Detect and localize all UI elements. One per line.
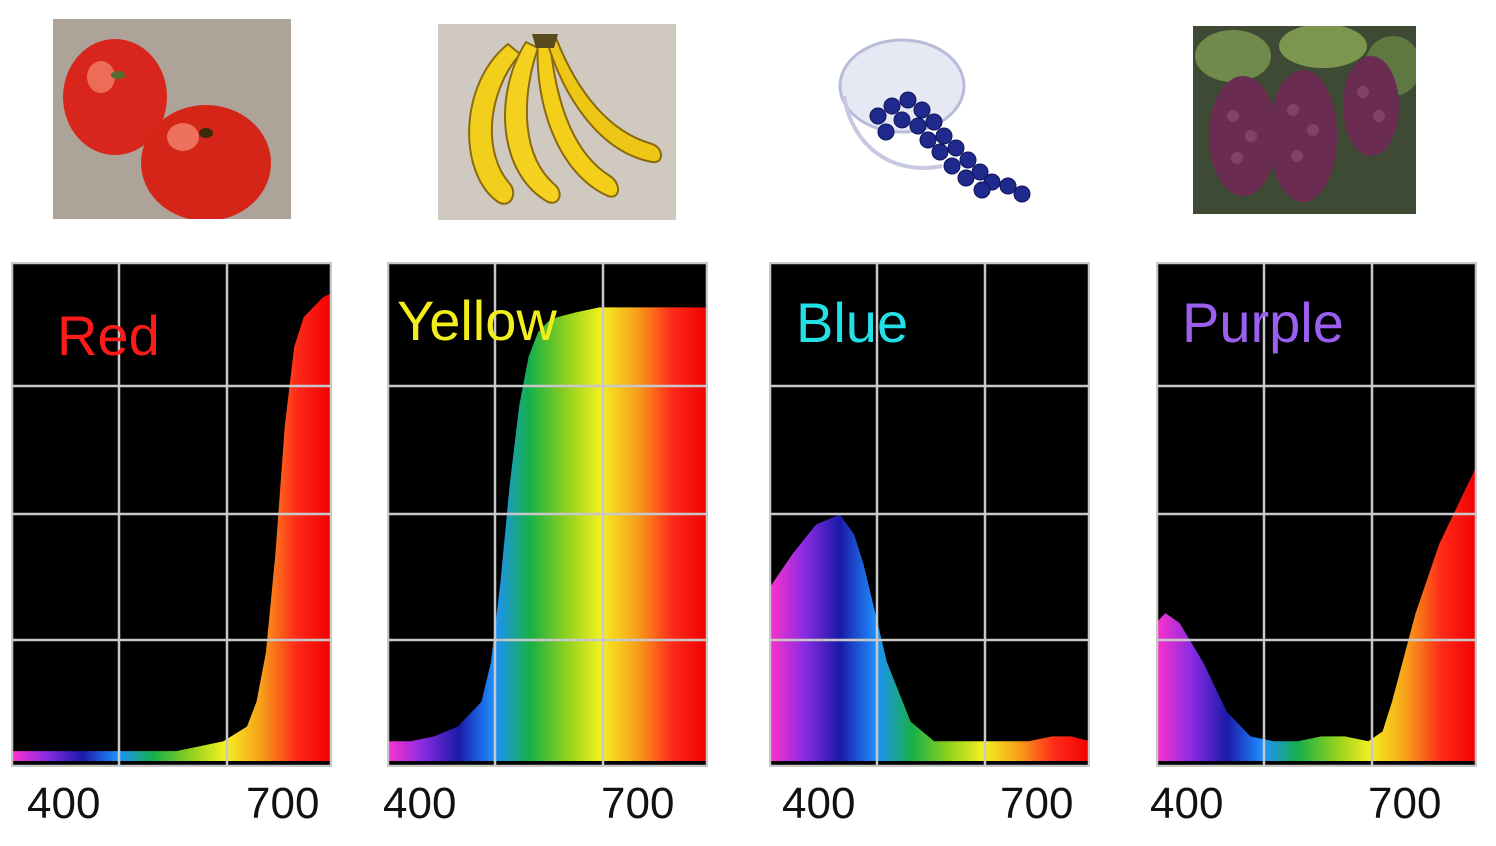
reflectance-area bbox=[769, 514, 1090, 761]
plot-frame bbox=[769, 262, 1090, 767]
grape-photo-drawing bbox=[1193, 26, 1416, 214]
reflectance-area bbox=[1156, 465, 1477, 761]
x-tick-label: 700 bbox=[1000, 779, 1074, 828]
blueberry-bowl-photo bbox=[822, 26, 1044, 220]
reflectance-area bbox=[387, 307, 708, 761]
spectrum-chart-yellow bbox=[387, 262, 708, 767]
x-tick-label: 400 bbox=[27, 779, 101, 828]
spectrum-chart-blue bbox=[769, 262, 1090, 767]
chart-title-red: Red bbox=[57, 304, 160, 367]
x-tick-label: 700 bbox=[246, 779, 320, 828]
spectrum-plot-blue bbox=[769, 262, 1090, 767]
banana-photo bbox=[438, 24, 676, 220]
reflectance-area bbox=[11, 292, 332, 761]
banana-photo-drawing bbox=[438, 24, 676, 220]
tomato-photo-drawing bbox=[53, 19, 291, 219]
spectrum-chart-red bbox=[11, 262, 332, 767]
grape-photo bbox=[1193, 26, 1416, 214]
blueberry-bowl-photo-drawing bbox=[822, 26, 1044, 220]
plot-frame bbox=[1156, 262, 1477, 767]
chart-title-blue: Blue bbox=[796, 291, 909, 354]
spectrum-plot-yellow bbox=[387, 262, 708, 767]
spectrum-chart-purple bbox=[1156, 262, 1477, 767]
x-tick-label: 400 bbox=[782, 779, 856, 828]
chart-title-purple: Purple bbox=[1182, 291, 1344, 354]
spectrum-plot-red bbox=[11, 262, 332, 767]
x-tick-label: 700 bbox=[1368, 779, 1442, 828]
x-tick-label: 700 bbox=[601, 779, 675, 828]
plot-frame bbox=[387, 262, 708, 767]
plot-frame bbox=[11, 262, 332, 767]
x-tick-label: 400 bbox=[383, 779, 457, 828]
tomato-photo bbox=[53, 19, 291, 219]
chart-title-yellow: Yellow bbox=[397, 289, 557, 352]
x-tick-label: 400 bbox=[1150, 779, 1224, 828]
spectrum-plot-purple bbox=[1156, 262, 1477, 767]
